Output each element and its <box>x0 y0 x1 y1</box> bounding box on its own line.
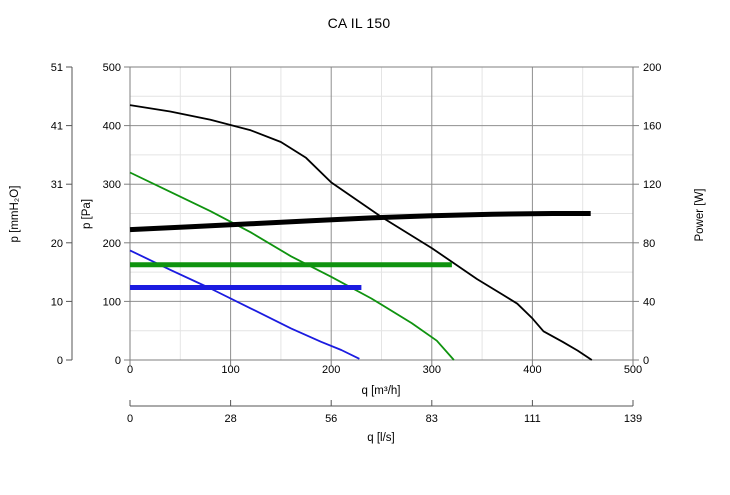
svg-text:51: 51 <box>51 62 63 74</box>
axis-label-m3h: q [m³/h] <box>361 385 401 397</box>
svg-text:56: 56 <box>325 413 337 425</box>
axis-m3h: 0 100 200 300 400 500 <box>127 360 642 376</box>
plot-frame <box>129 66 634 361</box>
svg-text:139: 139 <box>624 413 642 425</box>
svg-text:200: 200 <box>643 62 661 74</box>
axis-ls: 0 28 56 83 111 139 <box>127 400 642 425</box>
axis-pa: 0 100 200 300 400 500 <box>103 62 130 367</box>
svg-text:111: 111 <box>524 413 541 425</box>
svg-text:160: 160 <box>643 121 661 133</box>
svg-text:80: 80 <box>643 238 655 250</box>
svg-text:100: 100 <box>221 364 239 376</box>
svg-text:10: 10 <box>51 296 63 308</box>
svg-text:20: 20 <box>51 238 63 250</box>
pressure-curve-high-speed <box>129 104 593 361</box>
svg-text:200: 200 <box>103 238 121 250</box>
svg-text:0: 0 <box>127 413 133 425</box>
svg-text:500: 500 <box>624 364 642 376</box>
series-curves <box>129 104 593 361</box>
svg-text:31: 31 <box>51 179 63 191</box>
svg-text:200: 200 <box>322 364 340 376</box>
power-curve-high-speed <box>129 211 591 233</box>
svg-text:400: 400 <box>103 121 121 133</box>
svg-text:0: 0 <box>57 355 63 367</box>
svg-text:120: 120 <box>643 179 661 191</box>
axis-mmh2o: 0 10 20 31 41 51 <box>51 62 73 367</box>
svg-text:400: 400 <box>523 364 541 376</box>
svg-text:300: 300 <box>103 179 121 191</box>
svg-text:300: 300 <box>423 364 441 376</box>
svg-text:0: 0 <box>115 355 121 367</box>
svg-text:0: 0 <box>643 355 649 367</box>
chart-title: CA IL 150 <box>327 15 391 31</box>
svg-text:41: 41 <box>51 121 63 133</box>
svg-text:83: 83 <box>426 413 438 425</box>
svg-text:100: 100 <box>103 296 121 308</box>
svg-text:0: 0 <box>127 364 133 376</box>
svg-text:40: 40 <box>643 296 655 308</box>
axis-label-ls: q [l/s] <box>367 432 395 444</box>
svg-text:28: 28 <box>224 413 236 425</box>
axis-power: 0 40 80 120 160 200 <box>633 62 661 367</box>
pressure-curve-low-speed <box>129 249 360 360</box>
svg-text:500: 500 <box>103 62 121 74</box>
